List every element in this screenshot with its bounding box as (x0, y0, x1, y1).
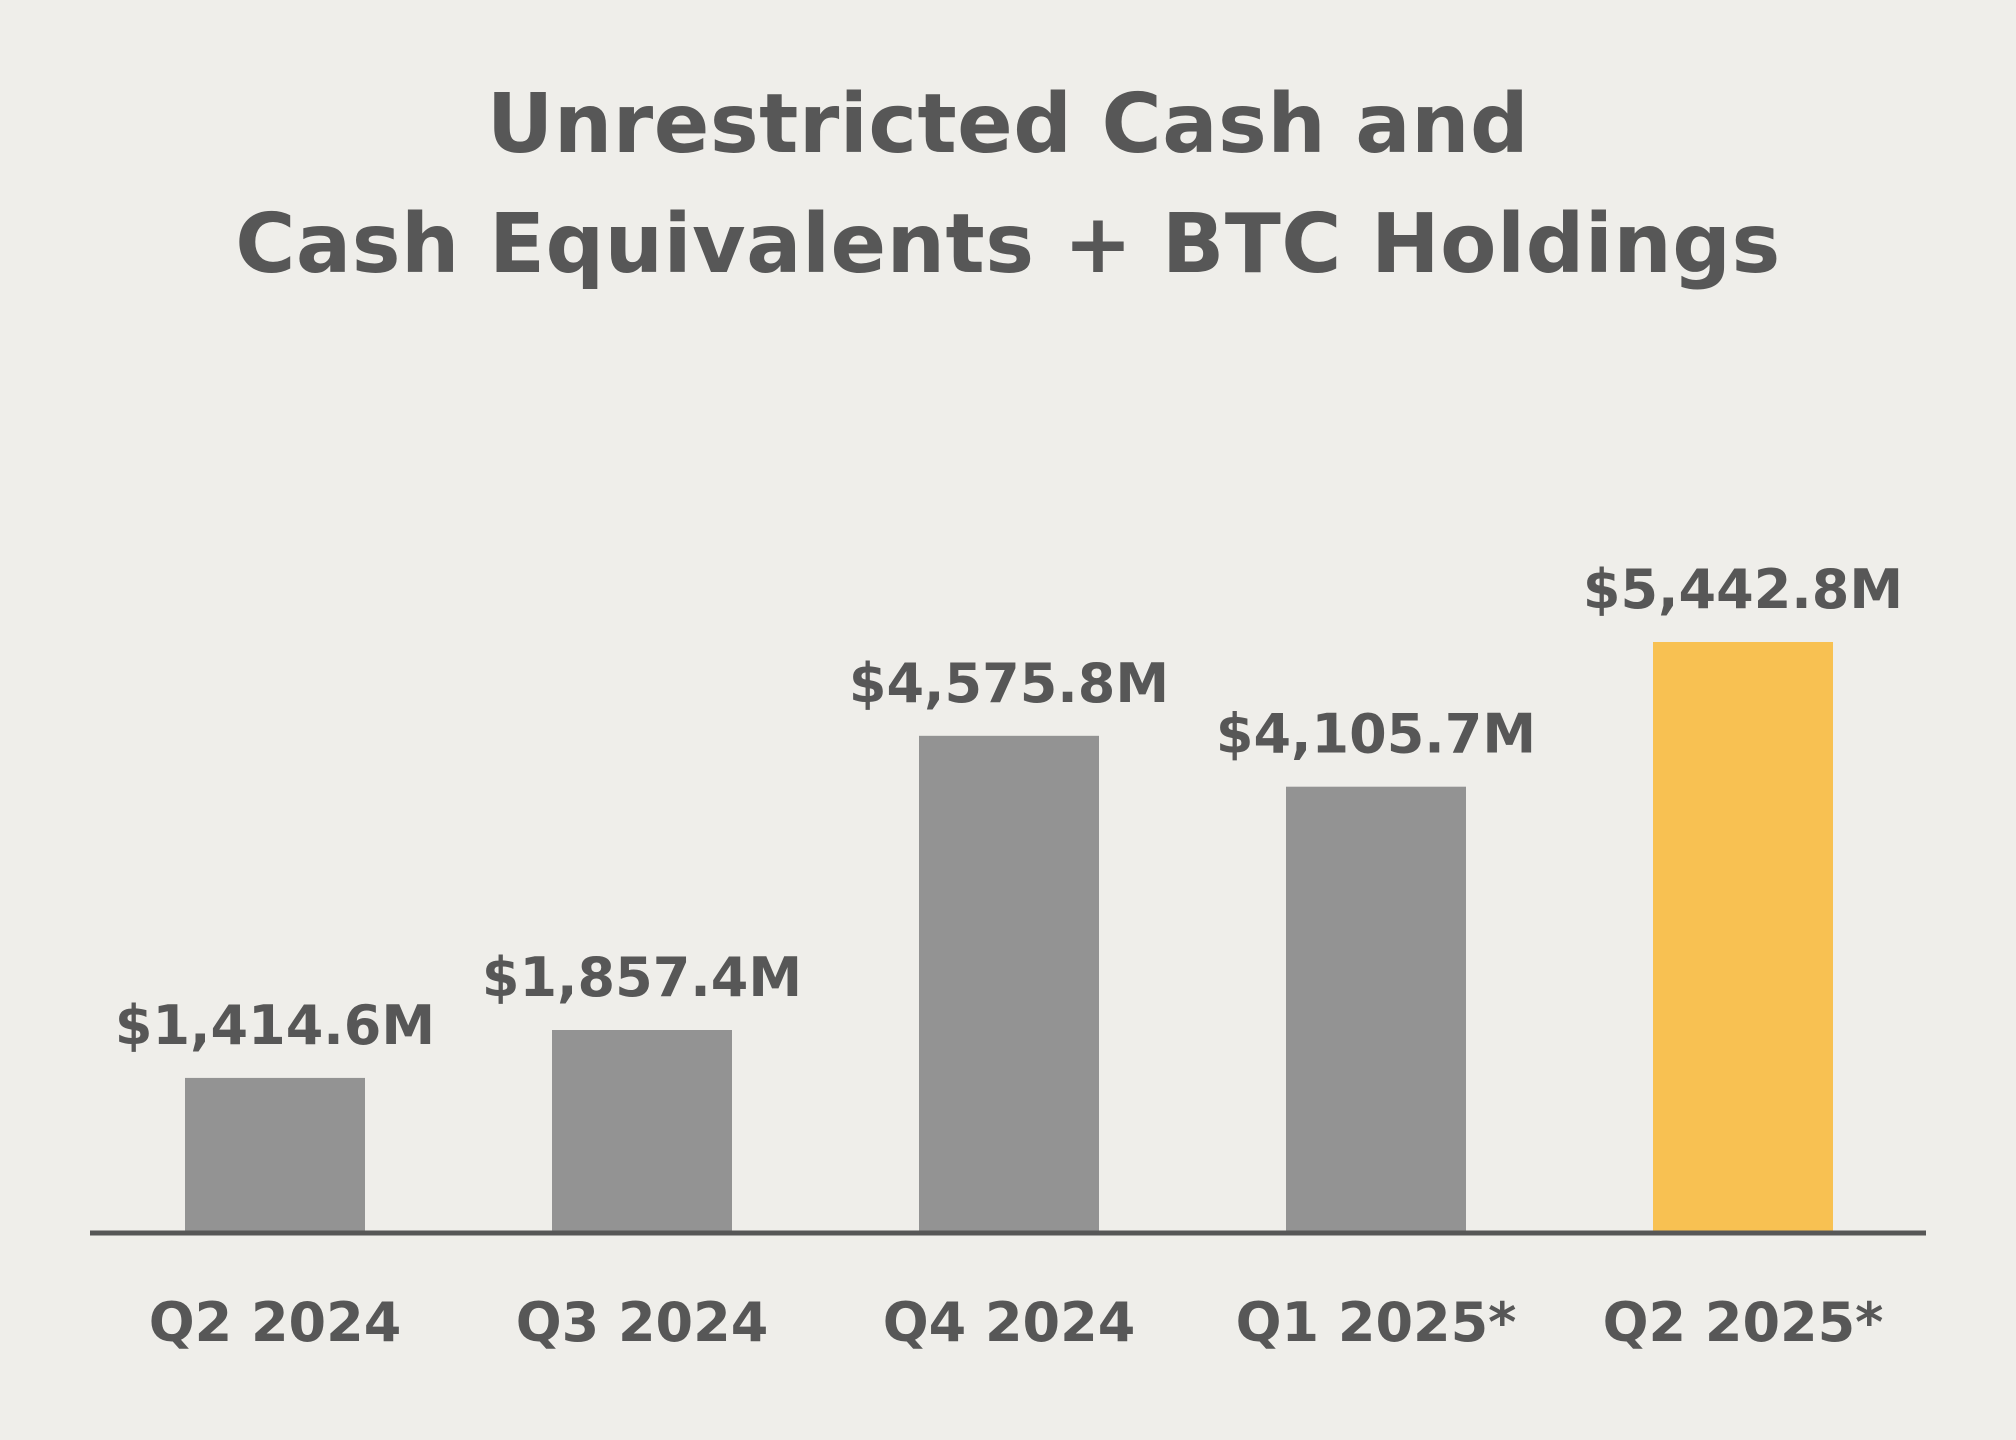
x-tick-label: Q3 2024 (516, 1291, 769, 1354)
bar-q1-2025 (1286, 786, 1466, 1231)
value-label: $4,575.8M (849, 652, 1169, 715)
category-labels: Q2 2024 Q3 2024 Q4 2024 Q1 2025* Q2 2025* (149, 1291, 1884, 1354)
value-label: $1,414.6M (115, 994, 435, 1057)
value-label: $1,857.4M (482, 946, 802, 1009)
x-tick-label: Q1 2025* (1236, 1291, 1517, 1354)
bar-q3-2024 (552, 1029, 732, 1231)
bar-q2-2025 (1653, 642, 1833, 1231)
value-label: $4,105.7M (1216, 703, 1536, 766)
bar-q2-2024 (185, 1077, 365, 1231)
chart-title-line-2: Cash Equivalents + BTC Holdings (235, 197, 1781, 292)
x-tick-label: Q4 2024 (883, 1291, 1136, 1354)
value-label: $5,442.8M (1583, 558, 1903, 621)
x-tick-label: Q2 2024 (149, 1291, 402, 1354)
value-labels: $1,414.6M $1,857.4M $4,575.8M $4,105.7M $5,4… (115, 558, 1903, 1057)
x-tick-label: Q2 2025* (1603, 1291, 1884, 1354)
chart-title-line-1: Unrestricted Cash and (487, 77, 1529, 172)
bar-series (185, 642, 1833, 1231)
bar-q4-2024 (919, 735, 1099, 1231)
